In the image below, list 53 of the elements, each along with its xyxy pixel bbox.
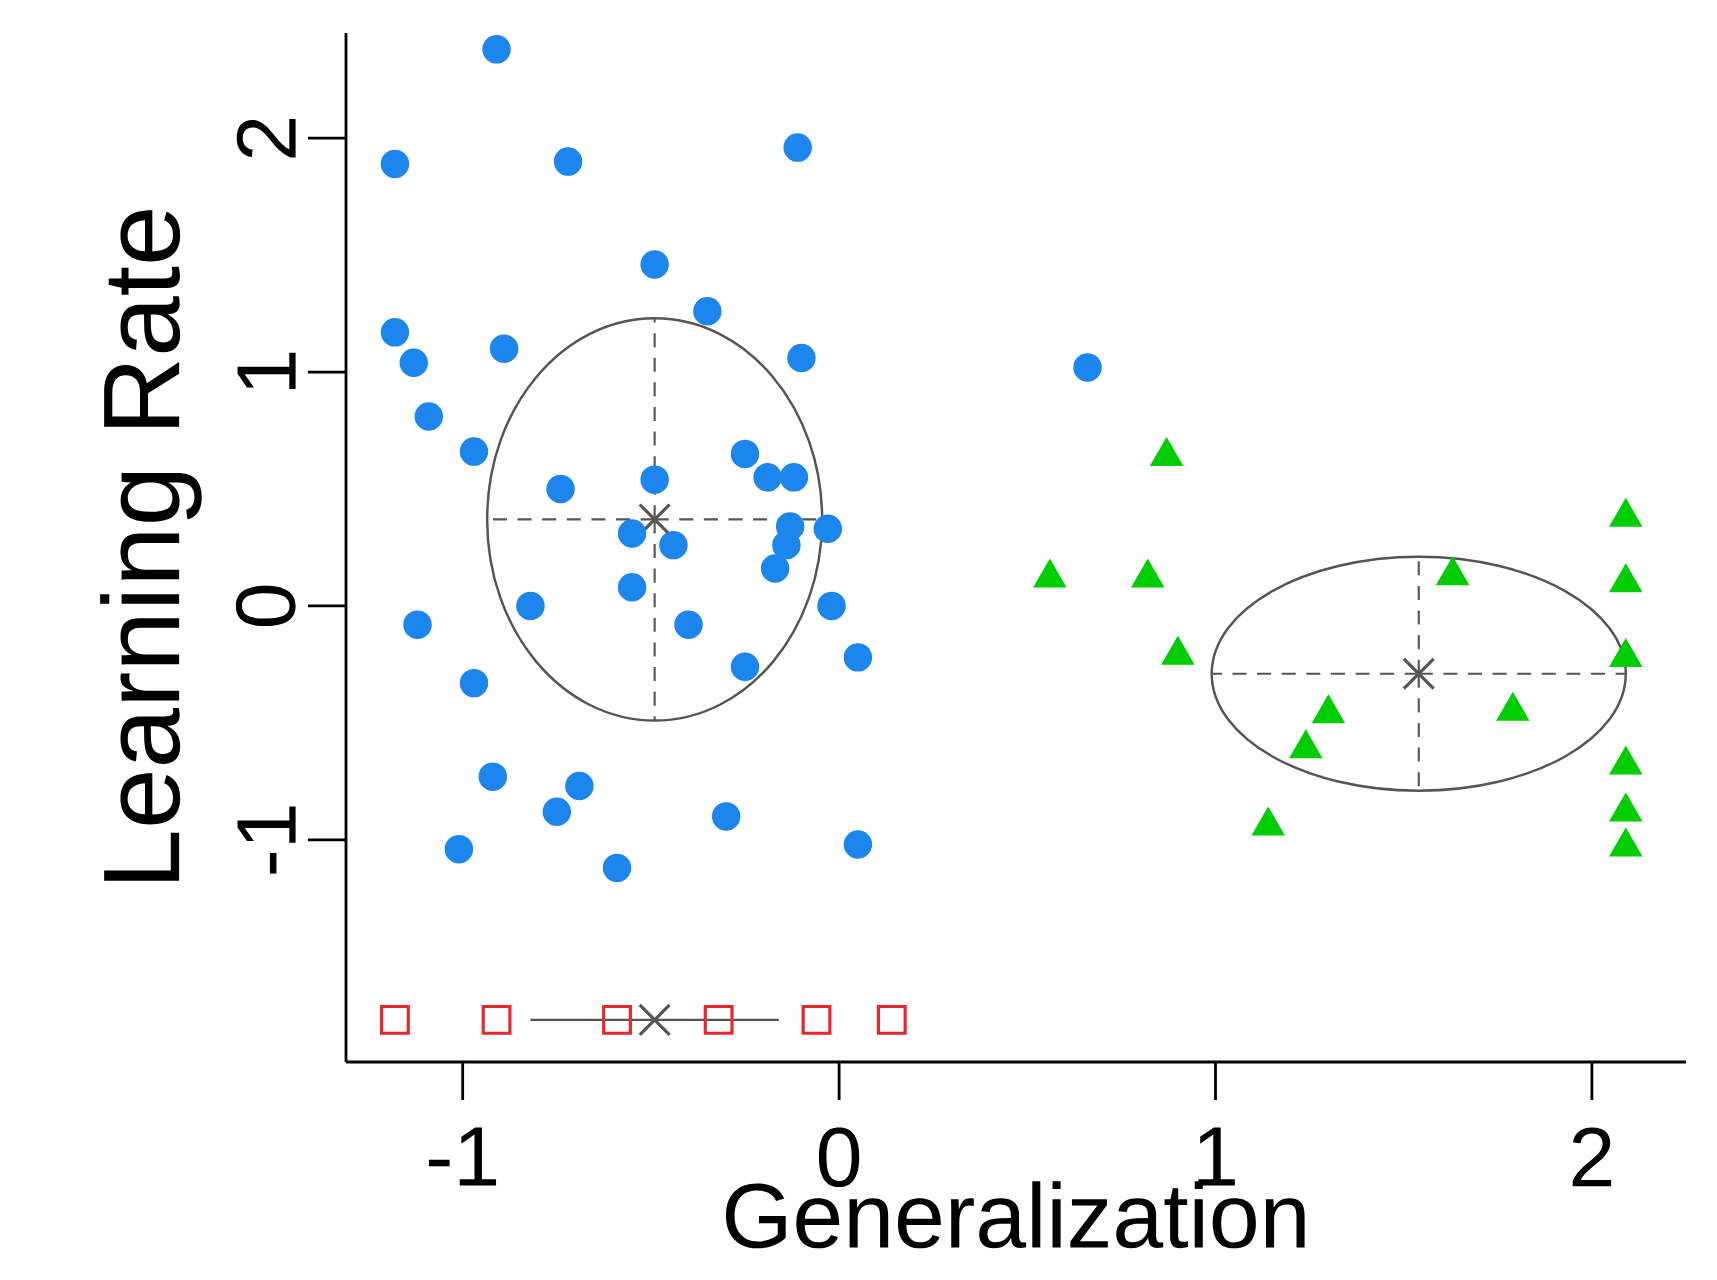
point bbox=[380, 1004, 410, 1035]
point bbox=[617, 573, 647, 602]
point bbox=[787, 343, 816, 373]
point bbox=[542, 797, 572, 826]
point bbox=[380, 318, 410, 347]
point bbox=[843, 643, 873, 672]
point bbox=[516, 591, 545, 621]
point bbox=[760, 554, 790, 583]
point bbox=[693, 297, 722, 326]
point bbox=[482, 35, 511, 64]
point bbox=[481, 1004, 512, 1035]
point bbox=[659, 530, 688, 560]
y-tick-label: 1 bbox=[237, 352, 296, 390]
point bbox=[801, 1004, 832, 1035]
point bbox=[638, 1003, 672, 1037]
y-tick-label: -1 bbox=[237, 806, 296, 874]
point bbox=[403, 610, 432, 639]
point bbox=[602, 853, 632, 883]
point bbox=[640, 465, 669, 494]
point bbox=[783, 133, 812, 162]
point bbox=[730, 439, 760, 469]
point bbox=[876, 1004, 907, 1035]
point bbox=[674, 610, 703, 639]
point bbox=[546, 474, 575, 504]
point bbox=[444, 834, 474, 864]
point bbox=[459, 668, 489, 698]
y-tick-label: 2 bbox=[236, 119, 296, 158]
point bbox=[478, 762, 508, 791]
point bbox=[1402, 657, 1436, 691]
point bbox=[553, 147, 583, 176]
point bbox=[730, 652, 760, 681]
point bbox=[813, 514, 843, 544]
point bbox=[565, 771, 594, 801]
point bbox=[779, 463, 809, 492]
point bbox=[399, 348, 428, 377]
point bbox=[489, 334, 519, 363]
point bbox=[617, 519, 647, 548]
point bbox=[602, 1004, 632, 1035]
point bbox=[640, 250, 669, 279]
point bbox=[1073, 353, 1102, 382]
point bbox=[753, 463, 782, 492]
x-tick-label: 2 bbox=[1572, 1127, 1612, 1187]
point bbox=[817, 591, 846, 621]
point bbox=[772, 530, 801, 560]
y-tick-label: 0 bbox=[235, 585, 296, 627]
x-tick-label: -1 bbox=[428, 1127, 497, 1186]
point bbox=[459, 437, 489, 466]
point bbox=[414, 402, 444, 431]
point bbox=[711, 802, 741, 831]
point bbox=[703, 1004, 734, 1035]
point bbox=[843, 830, 873, 859]
point bbox=[380, 149, 410, 179]
y-axis-title: Learning Rate bbox=[100, 210, 202, 881]
